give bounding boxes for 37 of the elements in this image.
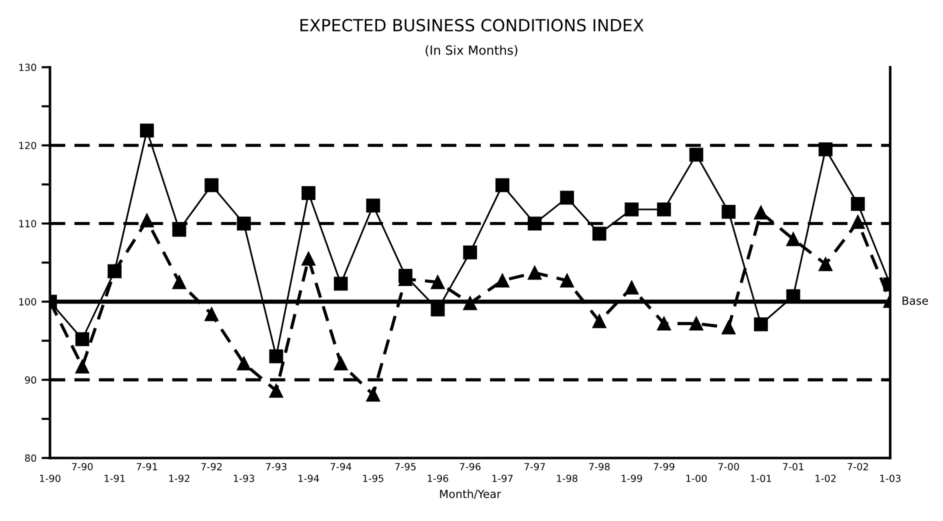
x-tick-label: 1-99 (622, 474, 642, 482)
y-tick-label: 130 (19, 64, 36, 72)
x-tick-label: 1-94 (298, 474, 319, 482)
y-tick-label: 120 (19, 142, 36, 150)
x-tick-label: 7-91 (136, 462, 158, 470)
y-tick-label: 90 (25, 376, 36, 384)
ref-line-label: Base (902, 296, 928, 305)
x-tick-label: 7-93 (266, 462, 286, 470)
x-tick-label: 1-02 (816, 474, 836, 482)
y-tick-label: 110 (19, 220, 36, 228)
x-tick-label: 7-97 (524, 462, 545, 470)
x-tick-label: 7-92 (201, 462, 222, 470)
x-tick-label: 1-90 (40, 474, 60, 482)
x-tick-label: 7-01 (783, 462, 804, 470)
x-tick-label: 1-98 (557, 474, 578, 482)
x-tick-label: 1-97 (492, 474, 513, 482)
chart-subtitle: (In Six Months) (426, 45, 518, 56)
chart-title: EXPECTED BUSINESS CONDITIONS INDEX (300, 18, 644, 32)
x-tick-label: 1-95 (363, 474, 384, 482)
x-tick-label: 7-90 (72, 462, 93, 470)
x-tick-label: 7-99 (654, 462, 674, 470)
x-tick-label: 7-95 (395, 462, 416, 470)
x-tick-label: 1-93 (234, 474, 254, 482)
x-tick-label: 7-98 (589, 462, 610, 470)
x-tick-label: 1-03 (880, 474, 900, 482)
x-tick-label: 7-94 (330, 462, 352, 470)
x-tick-label: 1-91 (104, 474, 125, 482)
x-tick-label: 1-01 (750, 474, 772, 482)
x-tick-label: 1-96 (428, 474, 448, 482)
x-tick-label: 7-96 (460, 462, 481, 470)
x-tick-label: 7-02 (848, 462, 868, 470)
x-tick-label: 7-00 (718, 462, 739, 470)
x-axis-title: Month/Year (440, 490, 502, 499)
y-tick-label: 100 (19, 298, 36, 306)
y-tick-label: 80 (25, 454, 36, 462)
x-tick-label: 1-92 (169, 474, 190, 482)
x-tick-label: 1-00 (686, 474, 707, 482)
